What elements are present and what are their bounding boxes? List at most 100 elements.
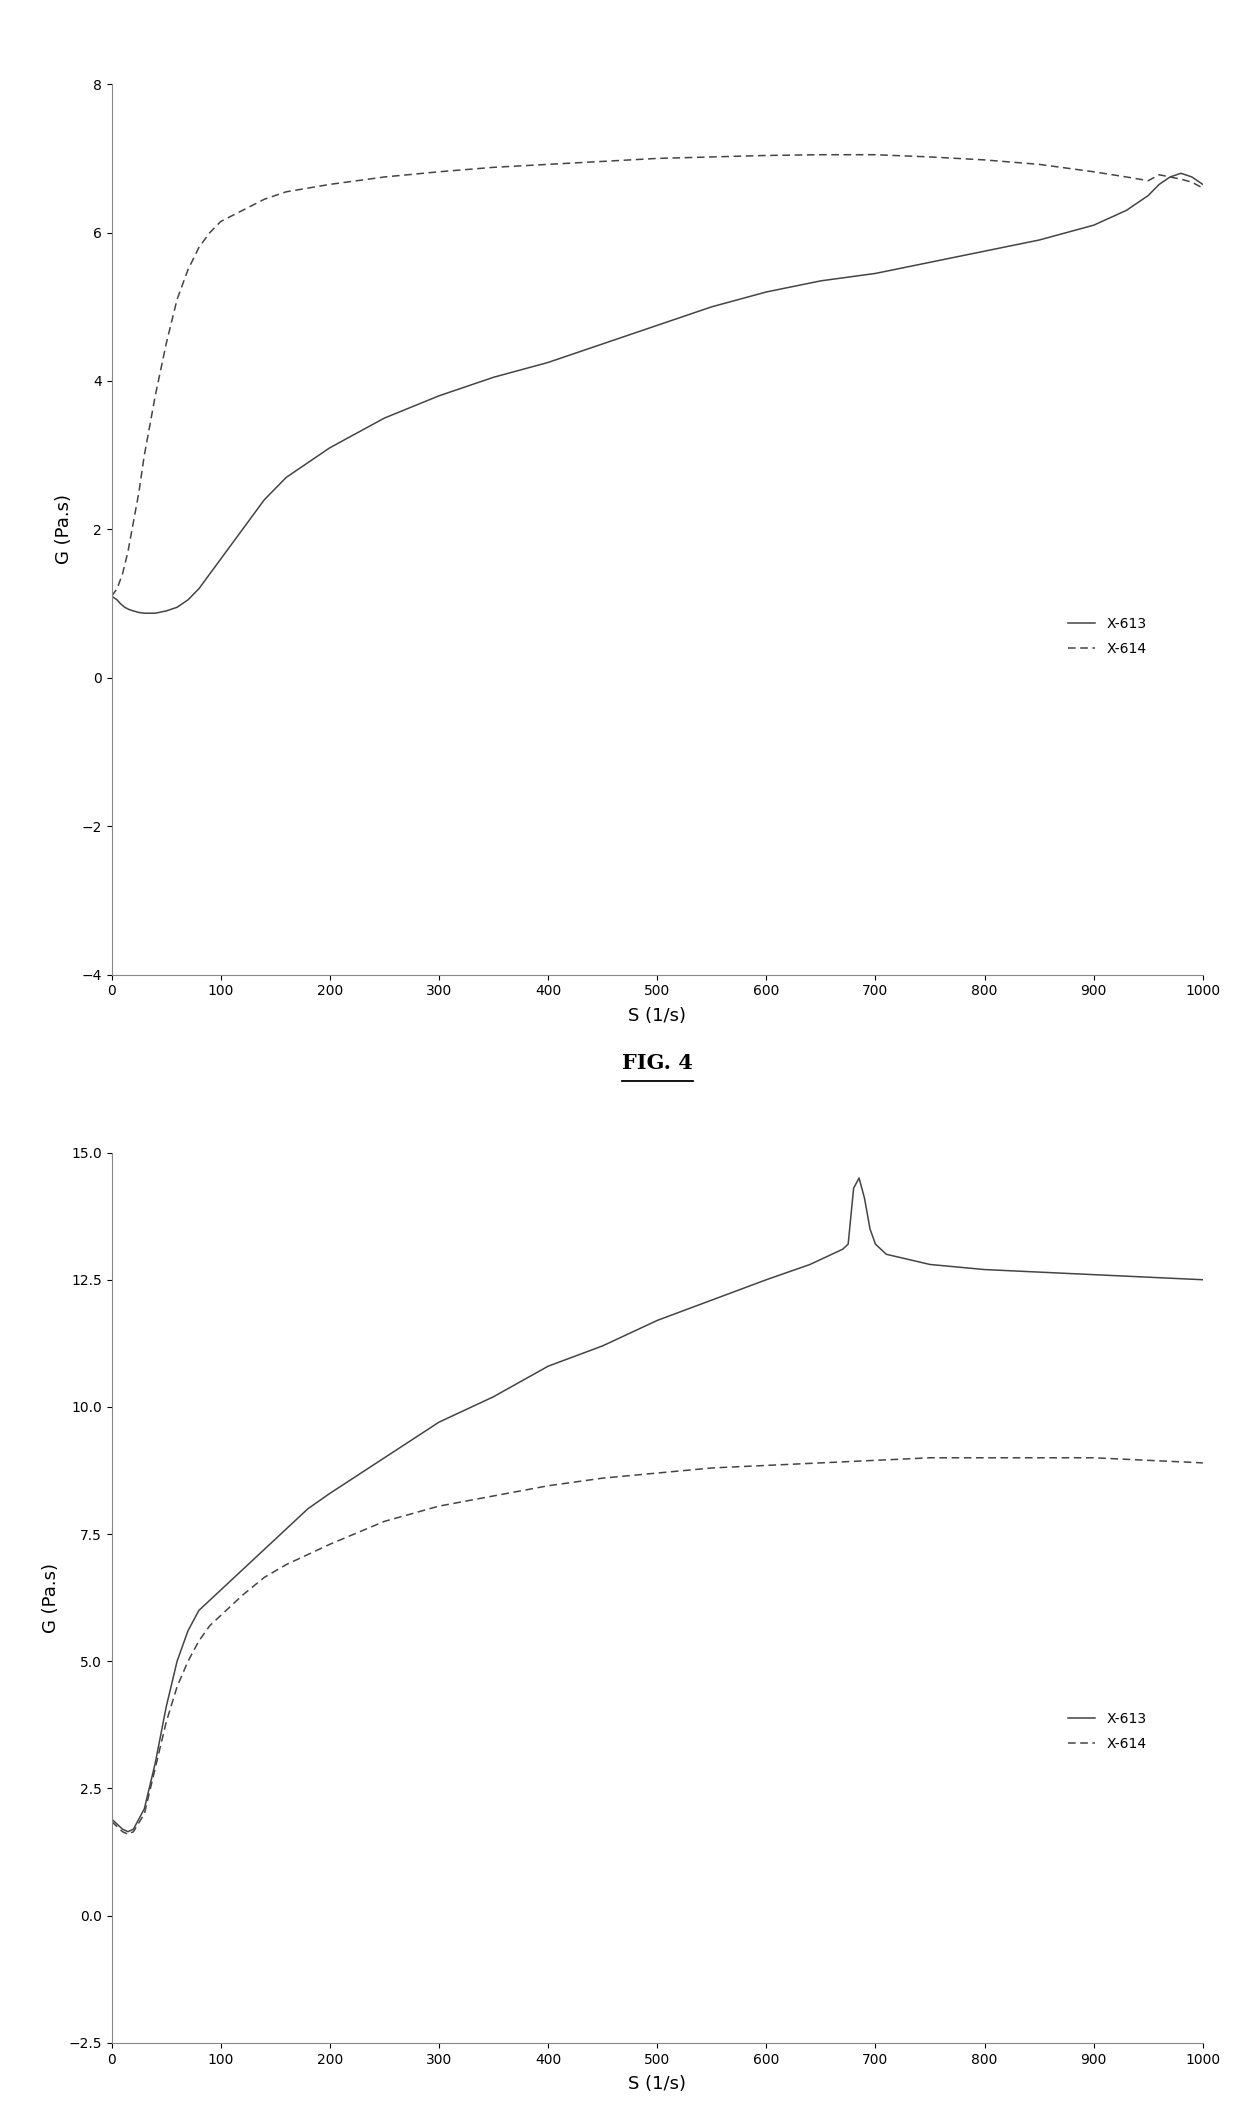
X-614 [148, 383, 162, 409]
X-613 [1195, 1268, 1210, 1293]
X-613 [300, 1495, 315, 1521]
X-613 [202, 1588, 217, 1613]
X-613 [541, 350, 556, 375]
X-613 [104, 1807, 119, 1832]
X-614 [104, 1809, 119, 1834]
X-613 [109, 1811, 124, 1836]
X-614 [322, 1531, 337, 1556]
X-613 [213, 545, 228, 571]
X-614 [759, 143, 774, 168]
X-613 [846, 1175, 861, 1200]
X-613 [104, 583, 119, 609]
X-614 [1184, 168, 1199, 194]
X-614 [300, 1542, 315, 1567]
X-614 [191, 1628, 206, 1653]
Text: FIG. 4: FIG. 4 [621, 1053, 693, 1072]
X-614 [1163, 164, 1178, 190]
X-614 [813, 1451, 828, 1476]
X-614 [170, 1674, 185, 1700]
X-613 [159, 598, 174, 623]
X-613 [1152, 173, 1167, 198]
X-613 [857, 1186, 872, 1211]
X-613 [759, 1268, 774, 1293]
X-613 [923, 1251, 937, 1276]
X-axis label: S (1/s): S (1/s) [629, 2074, 686, 2093]
X-613 [868, 261, 883, 286]
X-613 [1184, 164, 1199, 190]
X-614 [191, 234, 206, 259]
X-614 [115, 560, 130, 585]
X-614 [1032, 152, 1047, 177]
X-614 [136, 442, 151, 468]
X-613 [122, 596, 136, 621]
X-613 [257, 1537, 272, 1563]
Line: X-614: X-614 [112, 1457, 1203, 1834]
X-613 [236, 516, 250, 541]
X-614 [759, 1453, 774, 1478]
X-614 [541, 1472, 556, 1497]
X-613 [191, 577, 206, 602]
X-614 [257, 1565, 272, 1590]
X-614 [704, 1455, 719, 1481]
X-614 [126, 510, 141, 535]
X-613 [1195, 173, 1210, 198]
X-614 [236, 1582, 250, 1607]
X-613 [868, 1232, 883, 1257]
Line: X-614: X-614 [112, 154, 1203, 596]
X-613 [322, 436, 337, 461]
Y-axis label: G (Pa.s): G (Pa.s) [42, 1563, 60, 1632]
X-613 [115, 1817, 130, 1843]
X-613 [159, 1695, 174, 1721]
X-614 [1195, 1451, 1210, 1476]
X-614 [868, 1447, 883, 1472]
X-614 [279, 179, 294, 204]
X-613 [120, 1820, 135, 1845]
X-613 [300, 451, 315, 476]
X-613 [131, 600, 146, 625]
Line: X-613: X-613 [112, 173, 1203, 613]
X-614 [109, 1813, 124, 1839]
X-613 [595, 1333, 610, 1358]
X-613 [802, 1251, 817, 1276]
X-614 [377, 1508, 392, 1533]
X-614 [1141, 1447, 1156, 1472]
X-613 [595, 331, 610, 356]
X-614 [159, 331, 174, 356]
X-614 [1173, 166, 1188, 192]
X-613 [202, 560, 217, 585]
X-614 [109, 577, 124, 602]
X-614 [104, 583, 119, 609]
X-613 [541, 1354, 556, 1379]
X-613 [977, 1257, 992, 1283]
X-613 [170, 594, 185, 619]
X-613 [257, 486, 272, 512]
X-613 [377, 1445, 392, 1470]
X-613 [377, 406, 392, 432]
X-613 [118, 594, 133, 619]
X-613 [109, 588, 124, 613]
X-614 [148, 1756, 162, 1782]
X-613 [432, 1409, 446, 1434]
X-614 [115, 1820, 130, 1845]
X-613 [136, 1796, 151, 1822]
X-614 [120, 1822, 135, 1847]
X-614 [1141, 168, 1156, 194]
X-613 [191, 1598, 206, 1624]
X-613 [279, 1516, 294, 1542]
X-613 [486, 1384, 501, 1409]
X-613 [236, 1556, 250, 1582]
X-613 [322, 1481, 337, 1506]
X-614 [202, 219, 217, 244]
X-614 [213, 208, 228, 234]
X-614 [300, 175, 315, 200]
X-613 [863, 1217, 878, 1243]
X-614 [486, 1483, 501, 1508]
X-613 [181, 588, 196, 613]
X-613 [181, 1617, 196, 1643]
X-614 [126, 1820, 141, 1845]
X-613 [170, 1649, 185, 1674]
X-613 [1032, 227, 1047, 253]
X-613 [486, 364, 501, 390]
X-613 [1163, 164, 1178, 190]
X-613 [1141, 1264, 1156, 1289]
